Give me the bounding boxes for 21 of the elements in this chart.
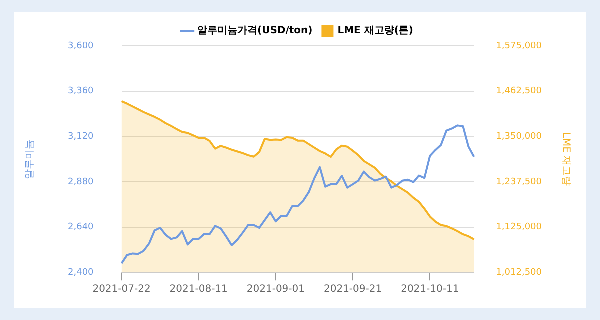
y2-tick-label: 1,125,000 — [496, 222, 542, 233]
x-tick-label: 2021-09-21 — [324, 284, 382, 296]
y2-tick-label: 1,462,500 — [496, 86, 542, 97]
y2-tick-label: 1,350,000 — [496, 132, 542, 142]
y-axis-title: 알루미늄 — [24, 139, 36, 180]
y-tick-label: 2,880 — [68, 177, 94, 188]
y2-tick-label: 1,575,000 — [496, 41, 542, 52]
y-tick-label: 3,120 — [68, 132, 94, 142]
y-tick-label: 3,360 — [68, 86, 94, 97]
x-tick-label: 2021-10-11 — [401, 284, 460, 296]
x-tick-label: 2021-08-11 — [170, 284, 228, 296]
y2-axis-title: LME 재고량 — [560, 132, 572, 186]
legend-label: 알루미늄가격(USD/ton) — [198, 26, 313, 37]
y-tick-label: 2,400 — [68, 268, 94, 278]
y2-tick-label: 1,012,500 — [496, 268, 542, 278]
legend-label: LME 재고량(톤) — [338, 26, 414, 37]
x-tick-label: 2021-07-22 — [92, 284, 151, 296]
y-tick-label: 2,640 — [68, 222, 94, 233]
x-tick-label: 2021-09-01 — [246, 284, 306, 296]
y-tick-label: 3,600 — [68, 41, 94, 52]
y2-tick-label: 1,237,500 — [496, 177, 542, 188]
